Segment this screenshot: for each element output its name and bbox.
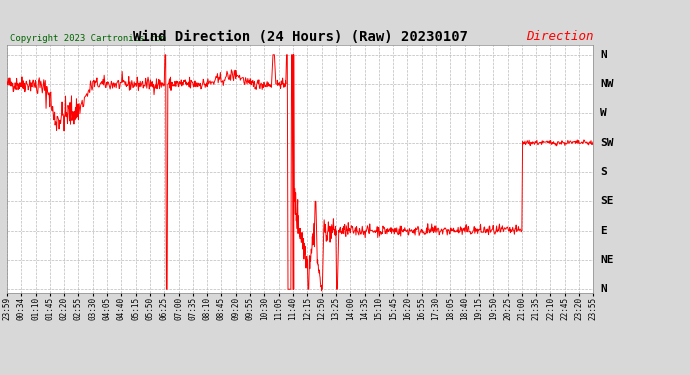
Text: SE: SE <box>600 196 614 206</box>
Text: S: S <box>600 167 607 177</box>
Text: SW: SW <box>600 138 614 148</box>
Text: Copyright 2023 Cartronics.com: Copyright 2023 Cartronics.com <box>10 33 166 42</box>
Text: NW: NW <box>600 79 614 89</box>
Text: N: N <box>600 284 607 294</box>
Text: E: E <box>600 226 607 236</box>
Title: Wind Direction (24 Hours) (Raw) 20230107: Wind Direction (24 Hours) (Raw) 20230107 <box>132 30 468 44</box>
Text: N: N <box>600 50 607 60</box>
Text: W: W <box>600 108 607 118</box>
Text: NE: NE <box>600 255 614 265</box>
Text: Direction: Direction <box>526 30 593 42</box>
